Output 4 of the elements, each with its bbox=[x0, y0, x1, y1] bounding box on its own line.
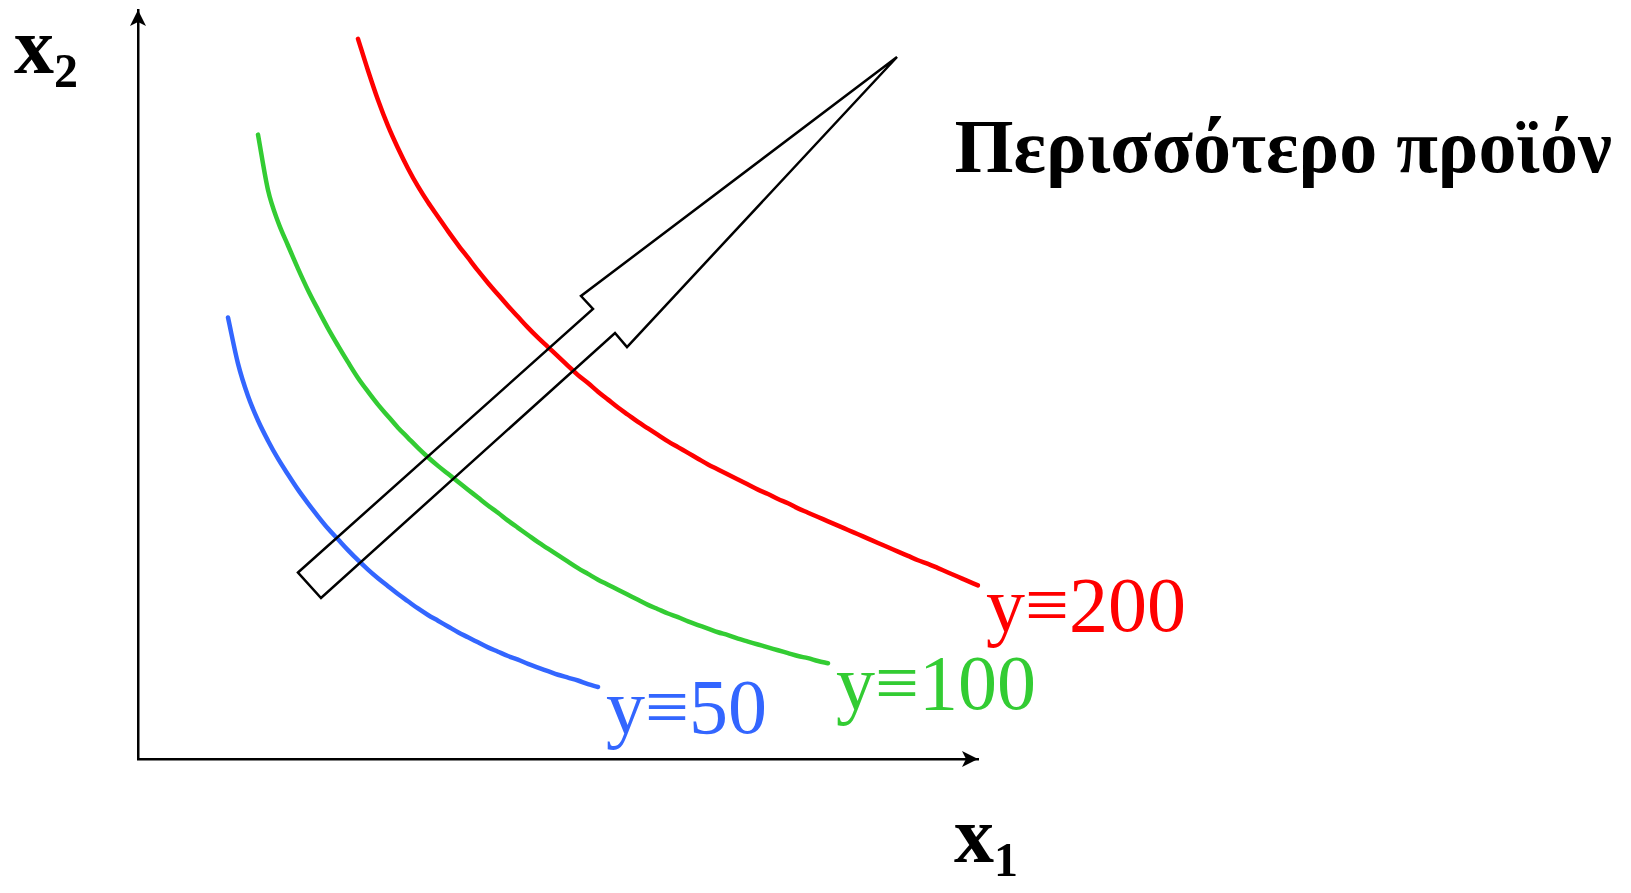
annotation: Περισσότερο προϊόν bbox=[954, 104, 1612, 188]
x-axis-title: x$_{1}$ bbox=[954, 791, 1018, 887]
y-axis-title: x$_{2}$ bbox=[14, 2, 78, 98]
series-label: y≡50 bbox=[606, 662, 767, 750]
